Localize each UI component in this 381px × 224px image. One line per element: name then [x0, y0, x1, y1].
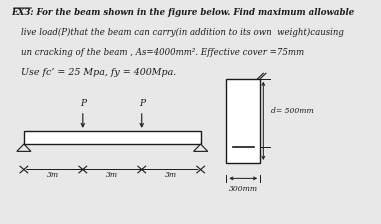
Text: P: P [80, 99, 86, 108]
Text: 3m: 3m [165, 171, 177, 179]
Polygon shape [194, 144, 208, 151]
Polygon shape [17, 144, 31, 151]
Text: EX3: For the beam shown in the figure below. Find maximum allowable: EX3: For the beam shown in the figure be… [11, 8, 354, 17]
Text: 3m: 3m [47, 171, 59, 179]
Text: 300mm: 300mm [229, 185, 258, 193]
Text: Use fc’ = 25 Mpa, fy = 400Mpa.: Use fc’ = 25 Mpa, fy = 400Mpa. [21, 68, 176, 77]
Bar [24, 131, 201, 144]
Text: un cracking of the beam , As=4000mm². Effective cover =75mm: un cracking of the beam , As=4000mm². Ef… [21, 48, 304, 57]
Text: 3m: 3m [106, 171, 118, 179]
Text: d= 500mm: d= 500mm [271, 107, 314, 115]
Text: P: P [139, 99, 145, 108]
Text: live load(P)that the beam can carry(in addition to its own  weight)causing: live load(P)that the beam can carry(in a… [21, 28, 344, 37]
Bar [226, 79, 260, 163]
